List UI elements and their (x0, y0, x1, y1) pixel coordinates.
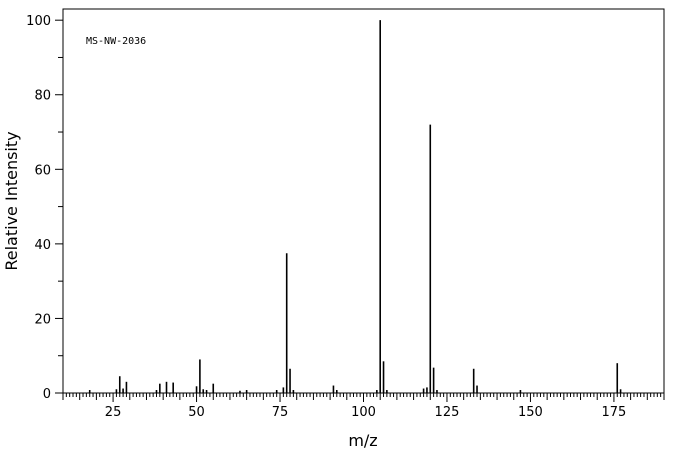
x-tick-label: 175 (602, 405, 627, 420)
y-axis-title: Relative Intensity (2, 131, 21, 270)
y-axis: 0 20 40 60 80 100 (26, 14, 63, 402)
y-tick-label: 100 (26, 14, 51, 29)
x-tick-label: 75 (272, 405, 289, 420)
x-tick-label: 50 (188, 405, 205, 420)
y-tick-label: 20 (34, 312, 51, 327)
peak-series (88, 20, 622, 393)
y-tick-label: 80 (34, 89, 51, 104)
spectrum-id-annotation: MS-NW-2036 (86, 36, 146, 47)
plot-frame (62, 8, 665, 394)
x-tick-label: 25 (105, 405, 122, 420)
x-tick-label: 150 (518, 405, 543, 420)
y-tick-label: 60 (34, 163, 51, 178)
x-tick-label: 100 (351, 405, 376, 420)
y-tick-label: 40 (34, 238, 51, 253)
x-axis-title: m/z (348, 431, 377, 450)
x-axis: 25 50 75 100 125 150 175 (62, 393, 665, 420)
y-tick-label: 0 (43, 387, 51, 402)
x-tick-label: 125 (435, 405, 460, 420)
